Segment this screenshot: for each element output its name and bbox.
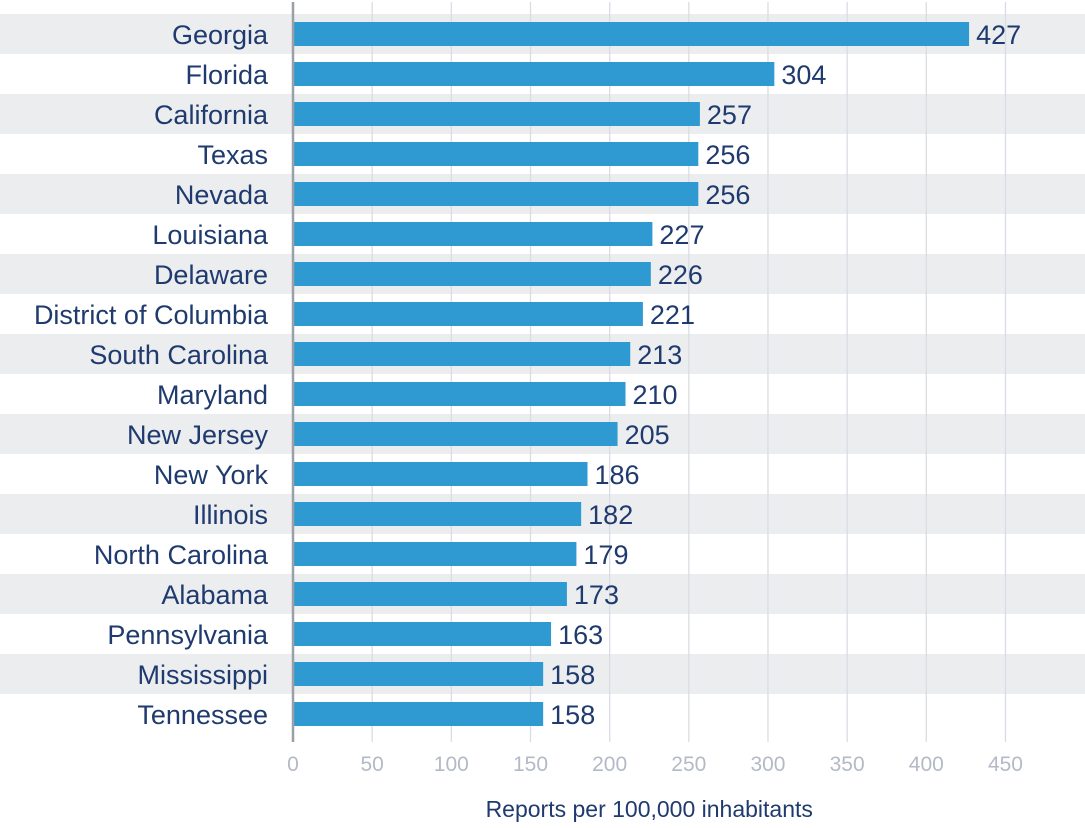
x-tick-label: 100 bbox=[434, 753, 469, 776]
value-label: 210 bbox=[632, 380, 677, 410]
value-label: 213 bbox=[637, 340, 682, 370]
bar bbox=[293, 382, 626, 406]
value-labels: 4273042572562562272262212132102051861821… bbox=[550, 20, 1021, 730]
category-label: Alabama bbox=[161, 580, 269, 610]
value-label: 158 bbox=[550, 700, 595, 730]
category-label: California bbox=[154, 100, 269, 130]
bar bbox=[293, 182, 699, 206]
category-label: District of Columbia bbox=[34, 300, 269, 330]
bar bbox=[293, 662, 544, 686]
x-tick-label: 150 bbox=[513, 753, 548, 776]
bar bbox=[293, 582, 567, 606]
x-tick-label: 0 bbox=[287, 753, 299, 776]
bar bbox=[293, 622, 552, 646]
bar bbox=[293, 462, 588, 486]
category-label: Mississippi bbox=[137, 660, 268, 690]
category-label: New York bbox=[154, 460, 269, 490]
bar bbox=[293, 302, 643, 326]
bar bbox=[293, 262, 651, 286]
bar bbox=[293, 22, 970, 46]
value-label: 182 bbox=[588, 500, 633, 530]
bar bbox=[293, 502, 582, 526]
x-tick-label: 250 bbox=[671, 753, 706, 776]
category-label: Delaware bbox=[154, 260, 268, 290]
category-label: Florida bbox=[185, 60, 269, 90]
category-label: New Jersey bbox=[127, 420, 269, 450]
category-label: Texas bbox=[197, 140, 268, 170]
value-label: 205 bbox=[625, 420, 670, 450]
value-label: 173 bbox=[574, 580, 619, 610]
value-label: 158 bbox=[550, 660, 595, 690]
bar bbox=[293, 702, 544, 726]
category-label: Pennsylvania bbox=[107, 620, 269, 650]
bars bbox=[293, 22, 970, 726]
value-label: 256 bbox=[705, 180, 750, 210]
value-label: 226 bbox=[658, 260, 703, 290]
value-label: 256 bbox=[705, 140, 750, 170]
x-tick-label: 50 bbox=[360, 753, 383, 776]
category-label: Illinois bbox=[193, 500, 268, 530]
bar bbox=[293, 422, 618, 446]
bar bbox=[293, 142, 699, 166]
value-label: 186 bbox=[594, 460, 639, 490]
x-tick-labels: 0 50 100 150 200 250 300 350 400 450 bbox=[287, 753, 1023, 776]
category-label: Nevada bbox=[175, 180, 269, 210]
bar bbox=[293, 342, 631, 366]
bar bbox=[293, 62, 775, 86]
x-tick-label: 300 bbox=[750, 753, 785, 776]
category-label: South Carolina bbox=[89, 340, 269, 370]
category-label: Maryland bbox=[157, 380, 268, 410]
category-label: Louisiana bbox=[152, 220, 269, 250]
bar bbox=[293, 542, 577, 566]
value-label: 163 bbox=[558, 620, 603, 650]
x-axis-title: Reports per 100,000 inhabitants bbox=[486, 796, 813, 822]
bar bbox=[293, 102, 700, 126]
category-label: North Carolina bbox=[94, 540, 269, 570]
x-tick-label: 200 bbox=[592, 753, 627, 776]
bar bbox=[293, 222, 653, 246]
value-label: 221 bbox=[650, 300, 695, 330]
x-tick-label: 400 bbox=[909, 753, 944, 776]
category-label: Tennessee bbox=[137, 700, 268, 730]
x-tick-label: 350 bbox=[830, 753, 865, 776]
value-label: 179 bbox=[583, 540, 628, 570]
value-label: 427 bbox=[976, 20, 1021, 50]
value-label: 304 bbox=[781, 60, 826, 90]
value-label: 227 bbox=[659, 220, 704, 250]
x-tick-label: 450 bbox=[988, 753, 1023, 776]
category-labels: Georgia Florida California Texas Nevada Louis… bbox=[34, 20, 269, 730]
value-label: 257 bbox=[707, 100, 752, 130]
category-label: Georgia bbox=[172, 20, 269, 50]
